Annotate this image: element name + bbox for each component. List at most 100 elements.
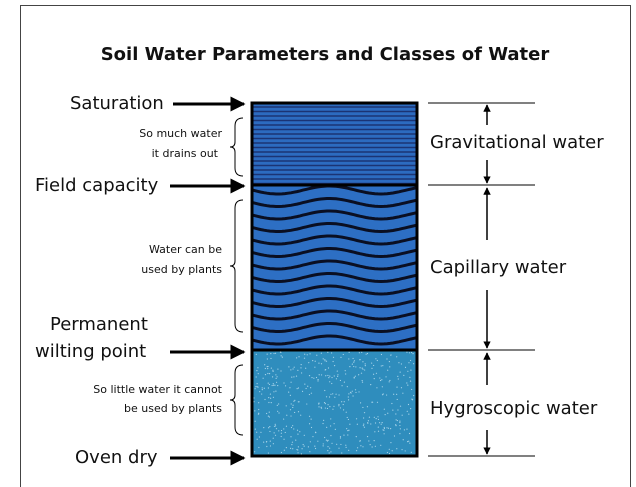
dot xyxy=(320,406,322,408)
dot xyxy=(254,428,256,430)
dot xyxy=(362,446,364,448)
title: Soil Water Parameters and Classes of Wat… xyxy=(101,44,550,65)
dot xyxy=(324,369,326,371)
dot xyxy=(268,373,271,375)
dot xyxy=(273,425,276,427)
note: it drains out xyxy=(152,147,219,160)
dot xyxy=(283,418,285,420)
dot xyxy=(320,374,323,376)
dot xyxy=(267,372,269,375)
dot xyxy=(324,407,326,409)
dot xyxy=(410,408,412,410)
dot xyxy=(386,451,389,454)
dot xyxy=(385,394,388,396)
dot xyxy=(368,416,371,418)
dot xyxy=(280,429,283,432)
dot xyxy=(378,422,381,424)
dot xyxy=(407,403,410,406)
wave xyxy=(252,259,417,271)
dot xyxy=(363,426,366,428)
dot xyxy=(293,376,295,378)
dot xyxy=(304,383,306,385)
dot xyxy=(272,443,274,445)
class-label: Hygroscopic water xyxy=(430,398,598,419)
dot xyxy=(314,445,316,447)
dot xyxy=(377,426,379,428)
dot xyxy=(381,386,383,388)
dot xyxy=(318,406,320,408)
dot xyxy=(285,405,287,407)
dot xyxy=(328,377,330,379)
dot xyxy=(275,428,278,430)
dot xyxy=(371,362,373,364)
dot xyxy=(390,354,392,356)
dot xyxy=(297,411,300,413)
dot xyxy=(290,447,292,449)
dot xyxy=(353,361,355,363)
dot xyxy=(327,446,329,448)
dot xyxy=(343,381,345,383)
dot xyxy=(348,358,350,360)
dot xyxy=(302,443,304,446)
dot xyxy=(280,432,282,434)
dot xyxy=(280,370,282,372)
dot xyxy=(333,365,336,367)
dot xyxy=(355,391,357,394)
dot xyxy=(353,377,355,379)
dot xyxy=(380,365,382,367)
dot xyxy=(342,353,344,356)
dot xyxy=(388,448,390,450)
dot xyxy=(386,427,388,429)
dot xyxy=(258,436,261,438)
dot xyxy=(290,381,292,383)
dot xyxy=(308,415,311,417)
dot xyxy=(290,436,292,438)
dot xyxy=(396,448,398,450)
dot xyxy=(258,402,260,404)
dot xyxy=(373,416,375,418)
dot xyxy=(341,385,343,387)
dot xyxy=(297,446,299,448)
dot xyxy=(269,445,272,447)
dot xyxy=(329,375,331,377)
dot xyxy=(392,409,394,411)
dot xyxy=(269,440,271,442)
dot xyxy=(317,379,319,381)
dot xyxy=(297,401,299,403)
dot xyxy=(410,369,412,371)
dot xyxy=(380,353,383,356)
dot xyxy=(265,441,268,443)
dot xyxy=(324,359,326,361)
dot xyxy=(358,374,360,376)
dot xyxy=(277,410,279,412)
dot xyxy=(347,434,349,436)
dot xyxy=(286,414,288,416)
dot xyxy=(376,387,378,389)
dot xyxy=(285,425,288,427)
dot xyxy=(363,417,365,419)
dot xyxy=(293,400,295,402)
dot xyxy=(320,352,322,354)
dot xyxy=(289,387,291,389)
dot xyxy=(295,439,297,441)
dot xyxy=(391,450,393,452)
dot xyxy=(352,357,354,360)
dot xyxy=(274,384,276,386)
dot xyxy=(363,423,365,425)
right-lines xyxy=(428,102,535,457)
note: So much water xyxy=(139,127,222,140)
dot xyxy=(325,439,328,441)
dot xyxy=(399,428,401,430)
dot xyxy=(268,383,271,386)
dot xyxy=(338,403,340,406)
dot xyxy=(254,388,256,390)
dot xyxy=(377,418,380,421)
dot xyxy=(406,351,408,353)
dot xyxy=(274,352,277,354)
dot xyxy=(264,364,266,366)
dot xyxy=(372,373,375,375)
dot xyxy=(402,439,404,441)
dot xyxy=(345,444,347,446)
class-label: Gravitational water xyxy=(430,132,604,153)
dot xyxy=(278,403,280,405)
